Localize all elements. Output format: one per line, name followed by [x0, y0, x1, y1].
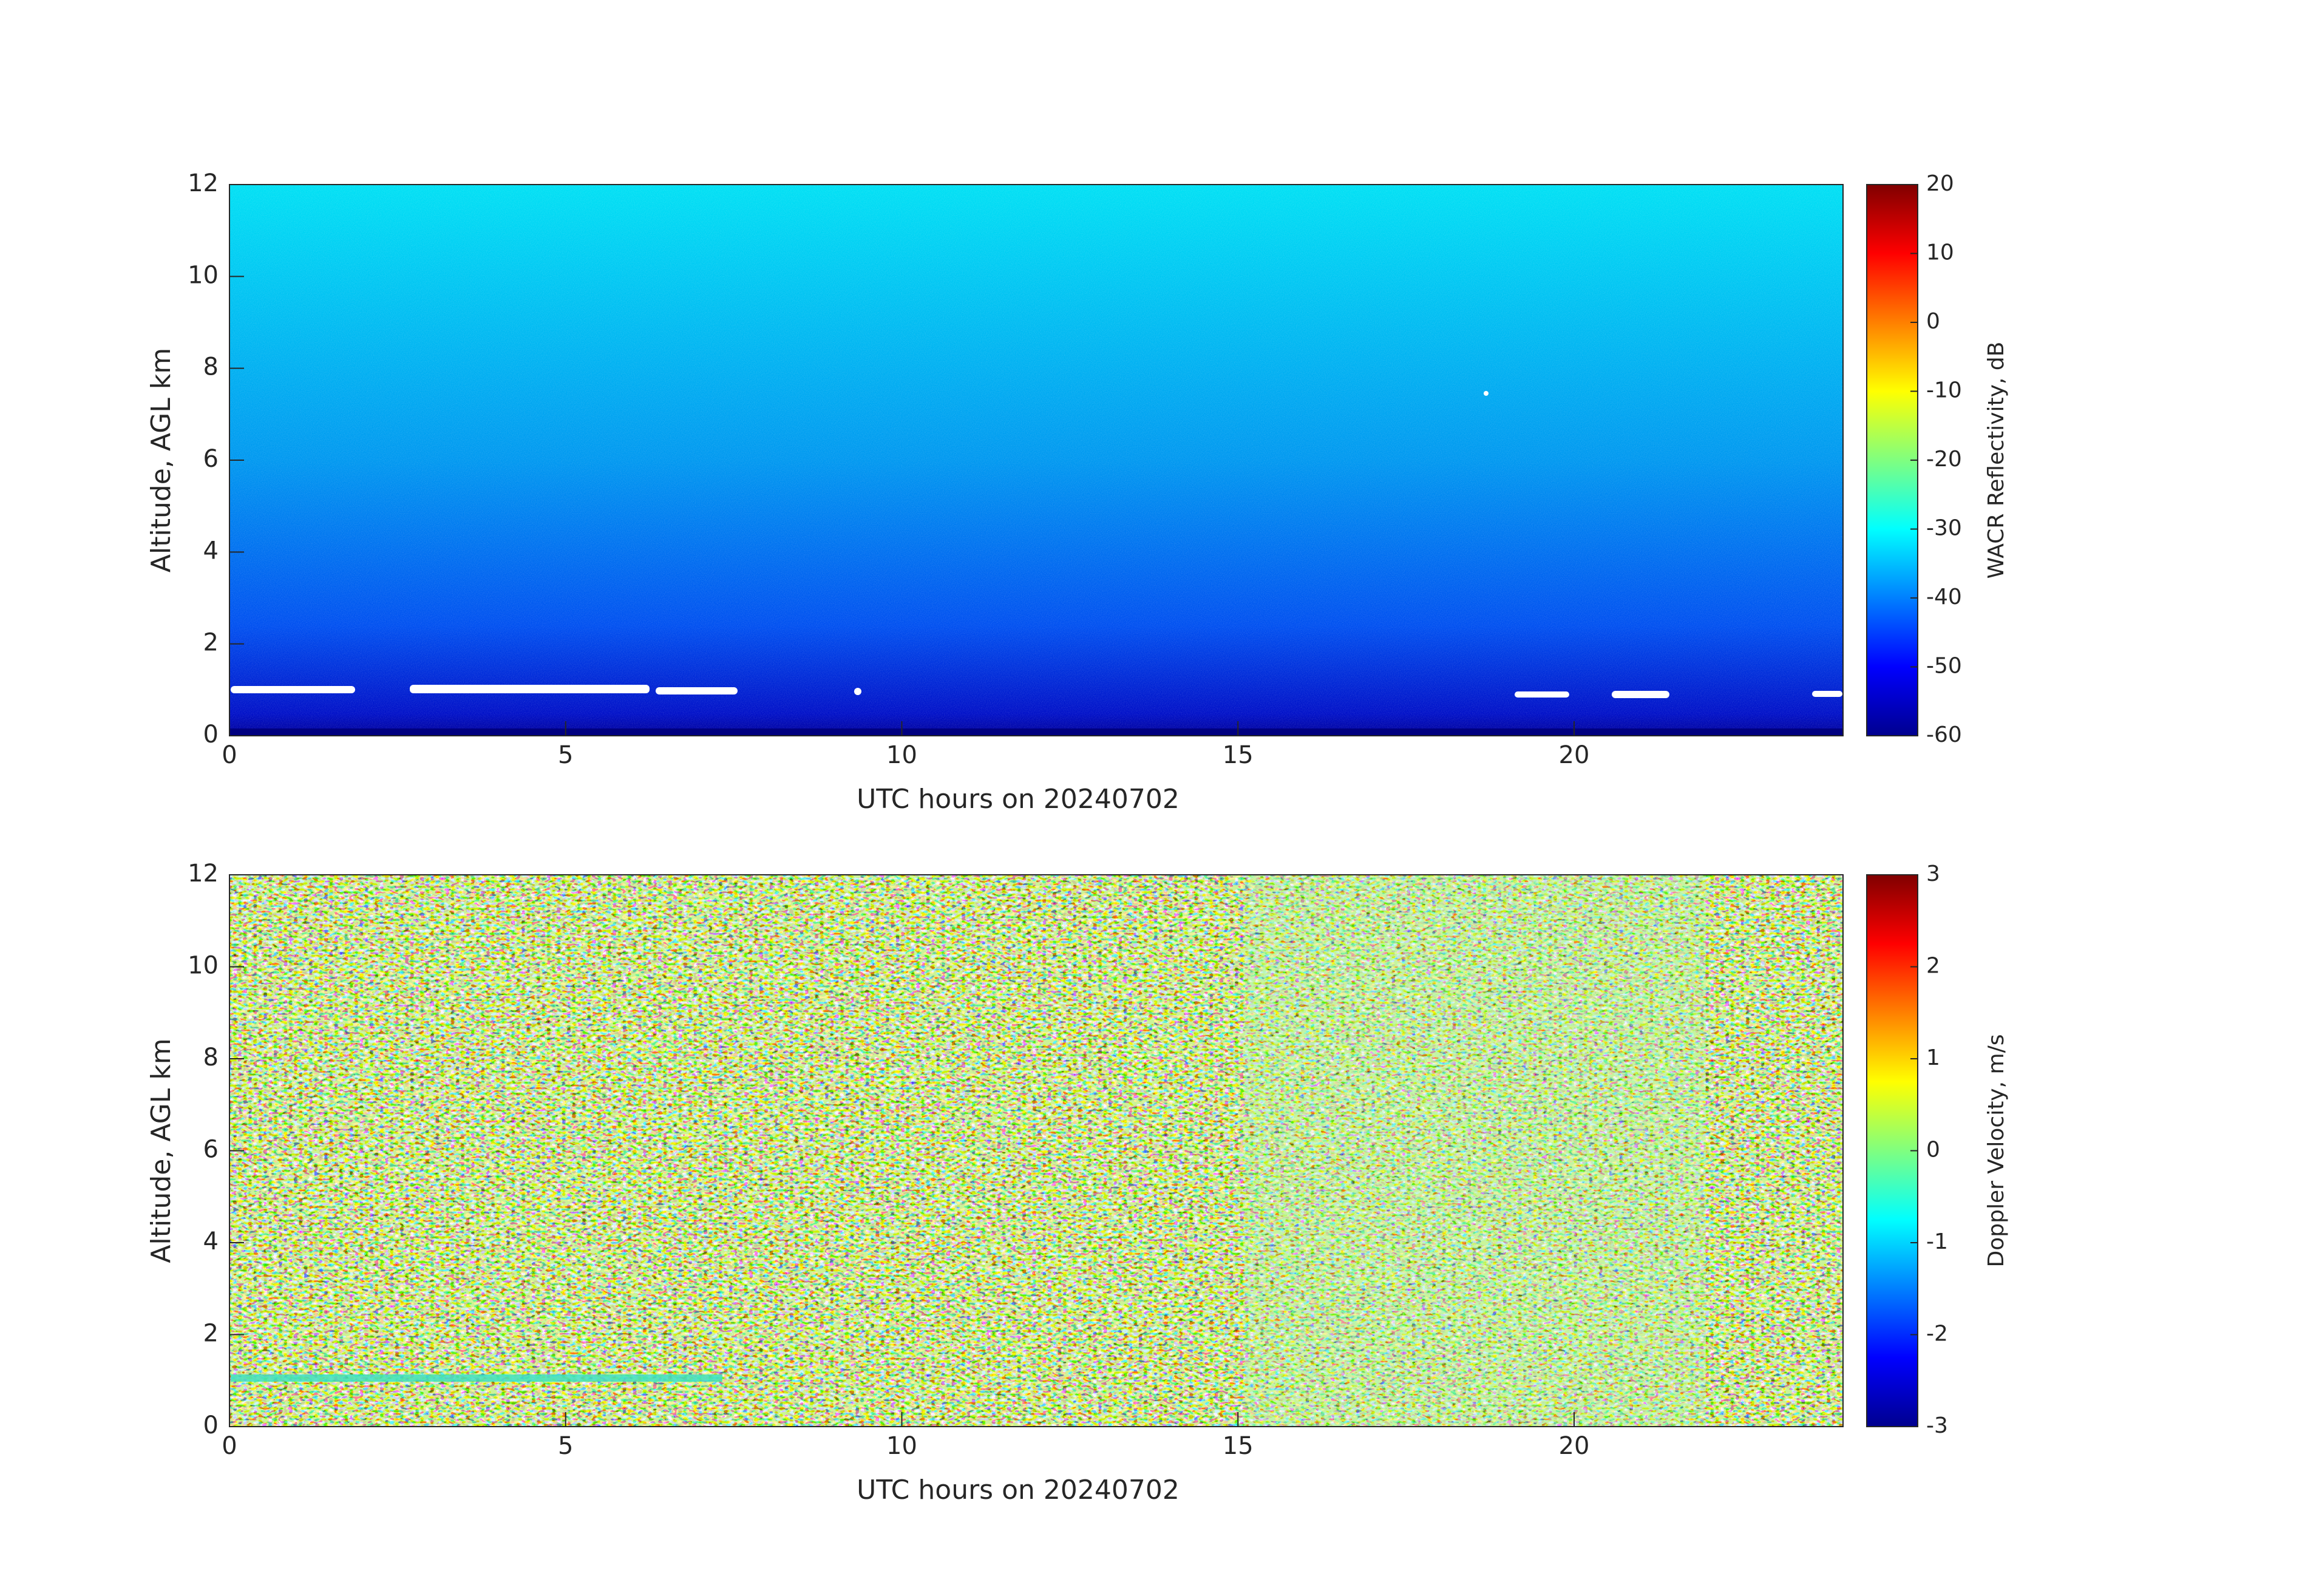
colorbar-tick-label: -60: [1926, 722, 1962, 747]
y-tick-label: 6: [203, 1136, 219, 1164]
x-tick-label: 5: [558, 1432, 573, 1460]
x-tick-label: 10: [886, 741, 917, 769]
y-tick-label: 2: [203, 1320, 219, 1348]
heatmap-image: [229, 875, 1843, 1427]
heatmap-image: [229, 185, 1843, 736]
y-tick-label: 6: [203, 445, 219, 473]
x-axis-label: UTC hours on 20240702: [857, 1475, 1180, 1506]
x-tick-label: 0: [222, 1432, 237, 1460]
x-tick-label: 20: [1559, 1432, 1590, 1460]
colorbar-label: WACR Reflectivity, dB: [1984, 342, 2009, 579]
colorbar-tick-label: 1: [1926, 1045, 1940, 1070]
colorbar-tick-label: 20: [1926, 171, 1954, 196]
colorbar-tick-label: -30: [1926, 516, 1962, 541]
x-tick-label: 20: [1559, 741, 1590, 769]
y-tick-label: 2: [203, 629, 219, 657]
y-tick-label: 12: [188, 169, 219, 197]
colorbar-tick-label: -1: [1926, 1229, 1948, 1254]
colorbar-tick-label: 3: [1926, 861, 1940, 886]
y-tick-label: 8: [203, 353, 219, 381]
y-tick-label: 10: [188, 261, 219, 289]
colorbar-tick-label: 2: [1926, 954, 1940, 979]
x-tick-label: 0: [222, 741, 237, 769]
x-axis-label: UTC hours on 20240702: [857, 784, 1180, 815]
colorbar-tick-label: -50: [1926, 654, 1962, 679]
colorbar: [1866, 874, 1918, 1427]
y-axis-label: Altitude, AGL km: [146, 1038, 177, 1263]
y-tick-label: 12: [188, 860, 219, 888]
colorbar-tick-label: 0: [1926, 1138, 1940, 1163]
colorbar-tick-label: -20: [1926, 447, 1962, 472]
x-tick-label: 15: [1223, 741, 1254, 769]
colorbar-tick-label: 0: [1926, 309, 1940, 334]
x-tick-label: 5: [558, 741, 573, 769]
y-tick-label: 10: [188, 952, 219, 980]
y-tick-label: 4: [203, 1228, 219, 1255]
colorbar-tick-label: 10: [1926, 240, 1954, 265]
y-axis-label: Altitude, AGL km: [146, 348, 177, 572]
y-tick-label: 4: [203, 537, 219, 565]
colorbar-label: Doppler Velocity, m/s: [1984, 1034, 2009, 1268]
colorbar-tick-label: -2: [1926, 1322, 1948, 1346]
colorbar-tick-label: -3: [1926, 1413, 1948, 1438]
colorbar-tick-label: -40: [1926, 585, 1962, 610]
y-tick-label: 0: [203, 721, 219, 749]
colorbar-tick-label: -10: [1926, 378, 1962, 403]
y-tick-label: 8: [203, 1044, 219, 1071]
x-tick-label: 10: [886, 1432, 917, 1460]
x-tick-label: 15: [1223, 1432, 1254, 1460]
y-tick-label: 0: [203, 1411, 219, 1439]
colorbar: [1866, 184, 1918, 736]
